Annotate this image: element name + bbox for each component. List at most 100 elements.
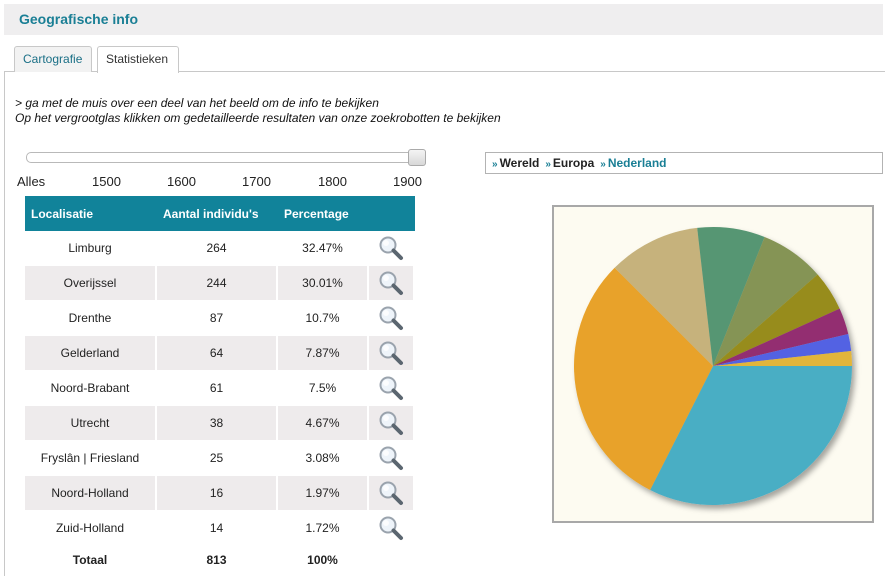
column-header-percentage: Percentage xyxy=(278,196,369,231)
table-row: Noord-Brabant 61 7.5% xyxy=(25,371,415,406)
cell-percentage: 1.97% xyxy=(278,476,369,511)
table-row: Fryslân | Friesland 25 3.08% xyxy=(25,441,415,476)
period-slider-track[interactable] xyxy=(26,152,424,163)
tab-statistieken[interactable]: Statistieken xyxy=(97,46,179,73)
pie-slice[interactable] xyxy=(713,274,840,366)
cell-percentage: 4.67% xyxy=(278,406,369,441)
magnifier-icon[interactable] xyxy=(378,305,404,331)
table-row: Overijssel 244 30.01% xyxy=(25,266,415,301)
cell-zoom xyxy=(369,476,415,511)
cell-localisatie: Gelderland xyxy=(25,336,157,371)
total-percentage: 100% xyxy=(278,546,369,574)
slider-label-1500[interactable]: 1500 xyxy=(92,174,121,189)
column-header-zoom xyxy=(369,196,415,231)
pie-chart xyxy=(574,226,852,506)
cell-aantal: 14 xyxy=(157,511,278,546)
cell-zoom xyxy=(369,336,415,371)
instruction-line-2: Op het vergrootglas klikken om gedetaill… xyxy=(15,111,501,125)
cell-localisatie: Fryslân | Friesland xyxy=(25,441,157,476)
cell-localisatie: Noord-Holland xyxy=(25,476,157,511)
breadcrumb-item[interactable]: Europa xyxy=(552,156,595,170)
cell-aantal: 38 xyxy=(157,406,278,441)
instruction-line-1: > ga met de muis over een deel van het b… xyxy=(15,96,379,110)
cell-zoom xyxy=(369,406,415,441)
table-row: Gelderland 64 7.87% xyxy=(25,336,415,371)
period-slider-handle[interactable] xyxy=(408,149,426,166)
cell-aantal: 64 xyxy=(157,336,278,371)
magnifier-icon[interactable] xyxy=(378,340,404,366)
cell-zoom xyxy=(369,371,415,406)
table-row: Noord-Holland 16 1.97% xyxy=(25,476,415,511)
cell-aantal: 16 xyxy=(157,476,278,511)
page-title: Geografische info xyxy=(19,11,139,27)
statistics-table: Localisatie Aantal individu's Percentage… xyxy=(25,196,415,574)
total-empty xyxy=(369,546,415,574)
pie-slice[interactable] xyxy=(697,226,765,366)
cell-zoom xyxy=(369,231,415,266)
cell-localisatie: Noord-Brabant xyxy=(25,371,157,406)
table-body: Limburg 264 32.47% Overijssel 244 30.01% Drent… xyxy=(25,231,415,574)
cell-aantal: 61 xyxy=(157,371,278,406)
pie-chart-panel xyxy=(552,205,874,523)
magnifier-icon[interactable] xyxy=(378,445,404,471)
cell-localisatie: Zuid-Holland xyxy=(25,511,157,546)
magnifier-icon[interactable] xyxy=(378,270,404,296)
pie-slice[interactable] xyxy=(713,350,852,366)
magnifier-icon[interactable] xyxy=(378,235,404,261)
cell-zoom xyxy=(369,441,415,476)
pie-slice[interactable] xyxy=(713,236,818,366)
cell-zoom xyxy=(369,266,415,301)
cell-zoom xyxy=(369,301,415,336)
cell-percentage: 30.01% xyxy=(278,266,369,301)
table-total-row: Totaal 813 100% xyxy=(25,546,415,574)
pie-slice[interactable] xyxy=(650,366,852,506)
cell-aantal: 25 xyxy=(157,441,278,476)
table-row: Utrecht 38 4.67% xyxy=(25,406,415,441)
slider-label-alles[interactable]: Alles xyxy=(17,174,46,189)
cell-aantal: 264 xyxy=(157,231,278,266)
cell-percentage: 7.5% xyxy=(278,371,369,406)
cell-localisatie: Drenthe xyxy=(25,301,157,336)
cell-percentage: 32.47% xyxy=(278,231,369,266)
cell-aantal: 87 xyxy=(157,301,278,336)
cell-percentage: 1.72% xyxy=(278,511,369,546)
cell-percentage: 3.08% xyxy=(278,441,369,476)
cell-zoom xyxy=(369,511,415,546)
slider-label-1600[interactable]: 1600 xyxy=(167,174,196,189)
cell-percentage: 7.87% xyxy=(278,336,369,371)
cell-percentage: 10.7% xyxy=(278,301,369,336)
pie-slice[interactable] xyxy=(614,227,713,366)
table-row: Zuid-Holland 14 1.72% xyxy=(25,511,415,546)
double-chevron-right-icon: » xyxy=(545,159,551,170)
table-row: Limburg 264 32.47% xyxy=(25,231,415,266)
magnifier-icon[interactable] xyxy=(378,410,404,436)
cell-localisatie: Overijssel xyxy=(25,266,157,301)
breadcrumb-item[interactable]: Nederland xyxy=(607,156,667,170)
double-chevron-right-icon: » xyxy=(492,159,498,170)
tab-cartografie[interactable]: Cartografie xyxy=(14,46,92,72)
pie-slice[interactable] xyxy=(713,334,852,366)
cell-aantal: 244 xyxy=(157,266,278,301)
tab-panel xyxy=(4,71,885,576)
slider-label-1700[interactable]: 1700 xyxy=(242,174,271,189)
magnifier-icon[interactable] xyxy=(378,375,404,401)
cell-localisatie: Utrecht xyxy=(25,406,157,441)
magnifier-icon[interactable] xyxy=(378,480,404,506)
magnifier-icon[interactable] xyxy=(378,515,404,541)
table-header-row: Localisatie Aantal individu's Percentage xyxy=(25,196,415,231)
pie-slice[interactable] xyxy=(713,308,849,366)
double-chevron-right-icon: » xyxy=(600,159,606,170)
slider-label-1800[interactable]: 1800 xyxy=(318,174,347,189)
column-header-localisatie: Localisatie xyxy=(25,196,157,231)
total-label: Totaal xyxy=(25,546,157,574)
table-row: Drenthe 87 10.7% xyxy=(25,301,415,336)
column-header-aantal: Aantal individu's xyxy=(157,196,278,231)
breadcrumb: » Wereld» Europa» Nederland xyxy=(485,152,883,174)
cell-localisatie: Limburg xyxy=(25,231,157,266)
slider-label-1900[interactable]: 1900 xyxy=(393,174,422,189)
header-bar: Geografische info xyxy=(4,4,883,35)
pie-slice[interactable] xyxy=(574,267,713,490)
breadcrumb-item[interactable]: Wereld xyxy=(499,156,540,170)
instructions: > ga met de muis over een deel van het b… xyxy=(15,96,501,126)
total-count: 813 xyxy=(157,546,278,574)
